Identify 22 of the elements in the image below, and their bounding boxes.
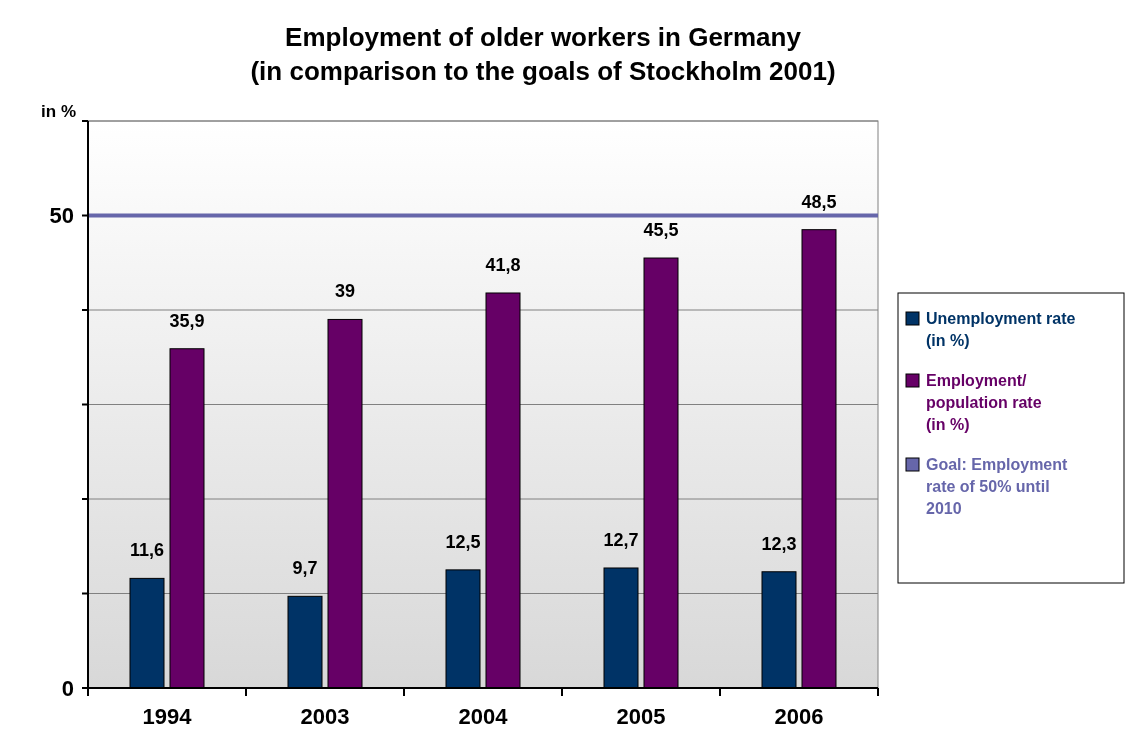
y-tick-label: 50 bbox=[49, 203, 74, 229]
legend-label: Goal: Employment rate of 50% until 2010 bbox=[926, 456, 1069, 517]
data-label: 41,8 bbox=[485, 254, 521, 275]
data-label: 45,5 bbox=[643, 220, 679, 241]
data-label: 35,9 bbox=[169, 310, 205, 331]
y-axis-title: in % bbox=[41, 102, 76, 121]
chart-title: Employment of older workers in Germany (in comparison to the goals of Stockholm 2001) bbox=[250, 22, 836, 86]
data-label: 12,7 bbox=[603, 529, 639, 550]
x-tick-label: 2004 bbox=[458, 704, 509, 729]
y-tick-label: 0 bbox=[61, 675, 74, 701]
x-tick-label: 1994 bbox=[142, 704, 193, 729]
x-tick-label: 2005 bbox=[616, 704, 666, 729]
legend-label: Employment/ population rate (in %) bbox=[926, 372, 1042, 433]
legend-label: Unemployment rate (in %) bbox=[926, 310, 1076, 349]
data-label: 9,7 bbox=[292, 558, 318, 579]
data-label: 12,3 bbox=[761, 533, 797, 554]
data-label: 12,5 bbox=[445, 531, 481, 552]
data-label: 11,6 bbox=[129, 540, 165, 561]
data-label: 39 bbox=[334, 281, 356, 302]
x-tick-label: 2003 bbox=[300, 704, 350, 729]
x-tick-label: 2006 bbox=[774, 704, 824, 729]
data-label: 48,5 bbox=[801, 191, 837, 212]
